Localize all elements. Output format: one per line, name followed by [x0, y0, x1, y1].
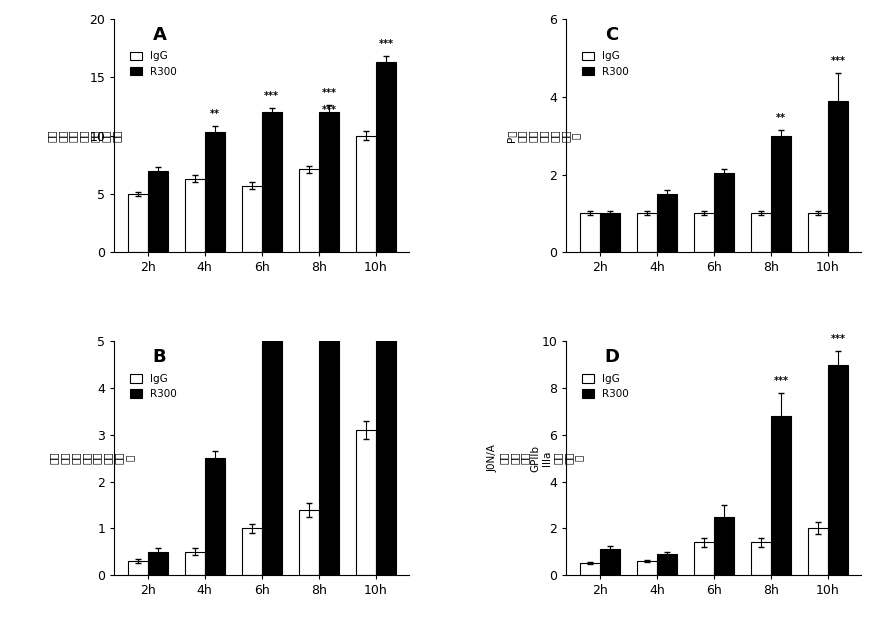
Bar — [827, 101, 847, 252]
Bar — [127, 561, 148, 575]
Bar — [770, 416, 790, 575]
Bar — [579, 214, 599, 253]
Text: ***: *** — [264, 217, 279, 227]
Bar — [807, 214, 827, 253]
Bar — [356, 430, 376, 575]
Bar — [205, 458, 225, 575]
Bar — [148, 171, 168, 252]
Bar — [599, 214, 619, 253]
Text: ***: *** — [378, 39, 393, 49]
Bar — [693, 542, 713, 575]
Bar — [376, 38, 395, 575]
Text: B: B — [153, 348, 166, 366]
Bar — [148, 552, 168, 575]
Bar — [319, 112, 339, 253]
Bar — [319, 154, 339, 575]
Text: **: ** — [775, 112, 785, 123]
Text: ***: *** — [830, 334, 845, 344]
Bar — [807, 528, 827, 575]
Text: D: D — [604, 348, 619, 366]
Bar — [750, 542, 770, 575]
Bar — [184, 179, 205, 252]
Bar — [636, 214, 656, 253]
Text: C: C — [604, 26, 617, 44]
Y-axis label: 磷脂
酸丝
氨酸
暴露
阳性
血小
板占
比: 磷脂 酸丝 氨酸 暴露 阳性 血小 板占 比 — [49, 452, 134, 464]
Text: ***: *** — [773, 376, 788, 386]
Bar — [262, 258, 282, 575]
Bar — [750, 214, 770, 253]
Bar — [656, 194, 676, 252]
Legend: IgG, R300: IgG, R300 — [577, 48, 633, 81]
Bar — [184, 552, 205, 575]
Bar — [636, 561, 656, 575]
Y-axis label: P选
择素
表达
阳性
血小
板占
比: P选 择素 表达 阳性 血小 板占 比 — [506, 129, 580, 142]
Bar — [299, 169, 319, 252]
Legend: IgG, R300: IgG, R300 — [126, 48, 181, 81]
Bar — [356, 136, 376, 252]
Bar — [599, 549, 619, 575]
Text: ***: *** — [321, 105, 336, 115]
Bar — [299, 509, 319, 575]
Bar — [693, 214, 713, 253]
Legend: IgG, R300: IgG, R300 — [126, 370, 181, 404]
Bar — [770, 136, 790, 252]
Bar — [241, 528, 262, 575]
Y-axis label: J0N/A
表达
活化
构型
GPIIb
IIIa
血小
板占
比: J0N/A 表达 活化 构型 GPIIb IIIa 血小 板占 比 — [487, 444, 583, 472]
Text: **: ** — [210, 109, 220, 119]
Bar — [579, 563, 599, 575]
Y-axis label: 线粒
体膜
电位
去极
化血
小板
占比: 线粒 体膜 电位 去极 化血 小板 占比 — [47, 129, 121, 142]
Bar — [713, 173, 733, 253]
Bar — [713, 517, 733, 575]
Bar — [827, 365, 847, 575]
Legend: IgG, R300: IgG, R300 — [577, 370, 633, 404]
Text: ***: *** — [830, 56, 845, 66]
Bar — [127, 194, 148, 252]
Text: ***: *** — [321, 88, 336, 98]
Text: ***: *** — [264, 91, 279, 101]
Bar — [241, 186, 262, 253]
Text: A: A — [153, 26, 166, 44]
Bar — [656, 554, 676, 575]
Bar — [376, 62, 395, 253]
Bar — [262, 112, 282, 253]
Bar — [205, 132, 225, 252]
